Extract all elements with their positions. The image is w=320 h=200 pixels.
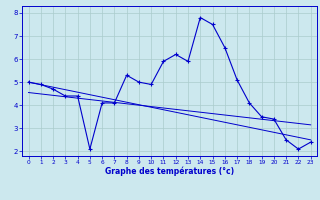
X-axis label: Graphe des températures (°c): Graphe des températures (°c) (105, 167, 234, 176)
